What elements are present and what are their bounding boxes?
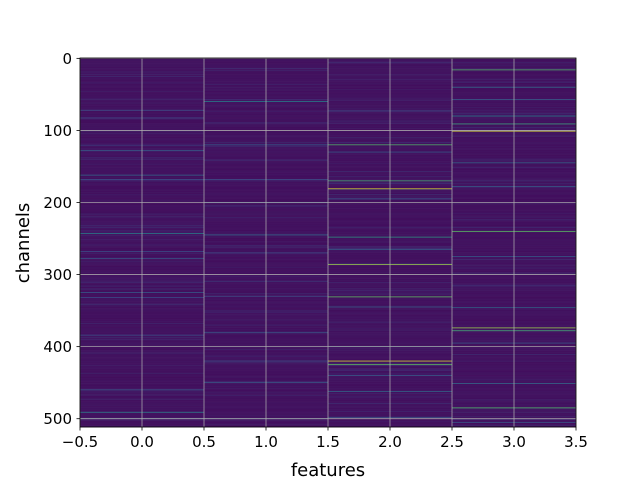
x-tick-label: 0.0: [130, 433, 154, 451]
y-tick-label: 0: [62, 50, 72, 68]
y-tick-label: 300: [43, 266, 72, 284]
x-axis-label: features: [291, 460, 365, 480]
x-tick-label: 3.0: [502, 433, 526, 451]
x-tick-label: 2.5: [440, 433, 464, 451]
x-tick-label: 3.5: [564, 433, 588, 451]
x-tick-label: 1.5: [316, 433, 340, 451]
y-tick-label: 400: [43, 338, 72, 356]
x-tick-label: −0.5: [62, 433, 98, 451]
x-tick-label: 0.5: [192, 433, 216, 451]
x-tick-label: 2.0: [378, 433, 402, 451]
x-axis-ticks: −0.5 0.0 0.5 1.0 1.5 2.0 2.5 3.0 3.5: [62, 427, 588, 451]
y-axis-label: channels: [13, 203, 34, 284]
y-tick-label: 500: [43, 410, 72, 428]
y-tick-label: 200: [43, 194, 72, 212]
y-axis-ticks: 0 100 200 300 400 500: [43, 50, 80, 428]
x-tick-label: 1.0: [254, 433, 278, 451]
y-tick-label: 100: [43, 122, 72, 140]
